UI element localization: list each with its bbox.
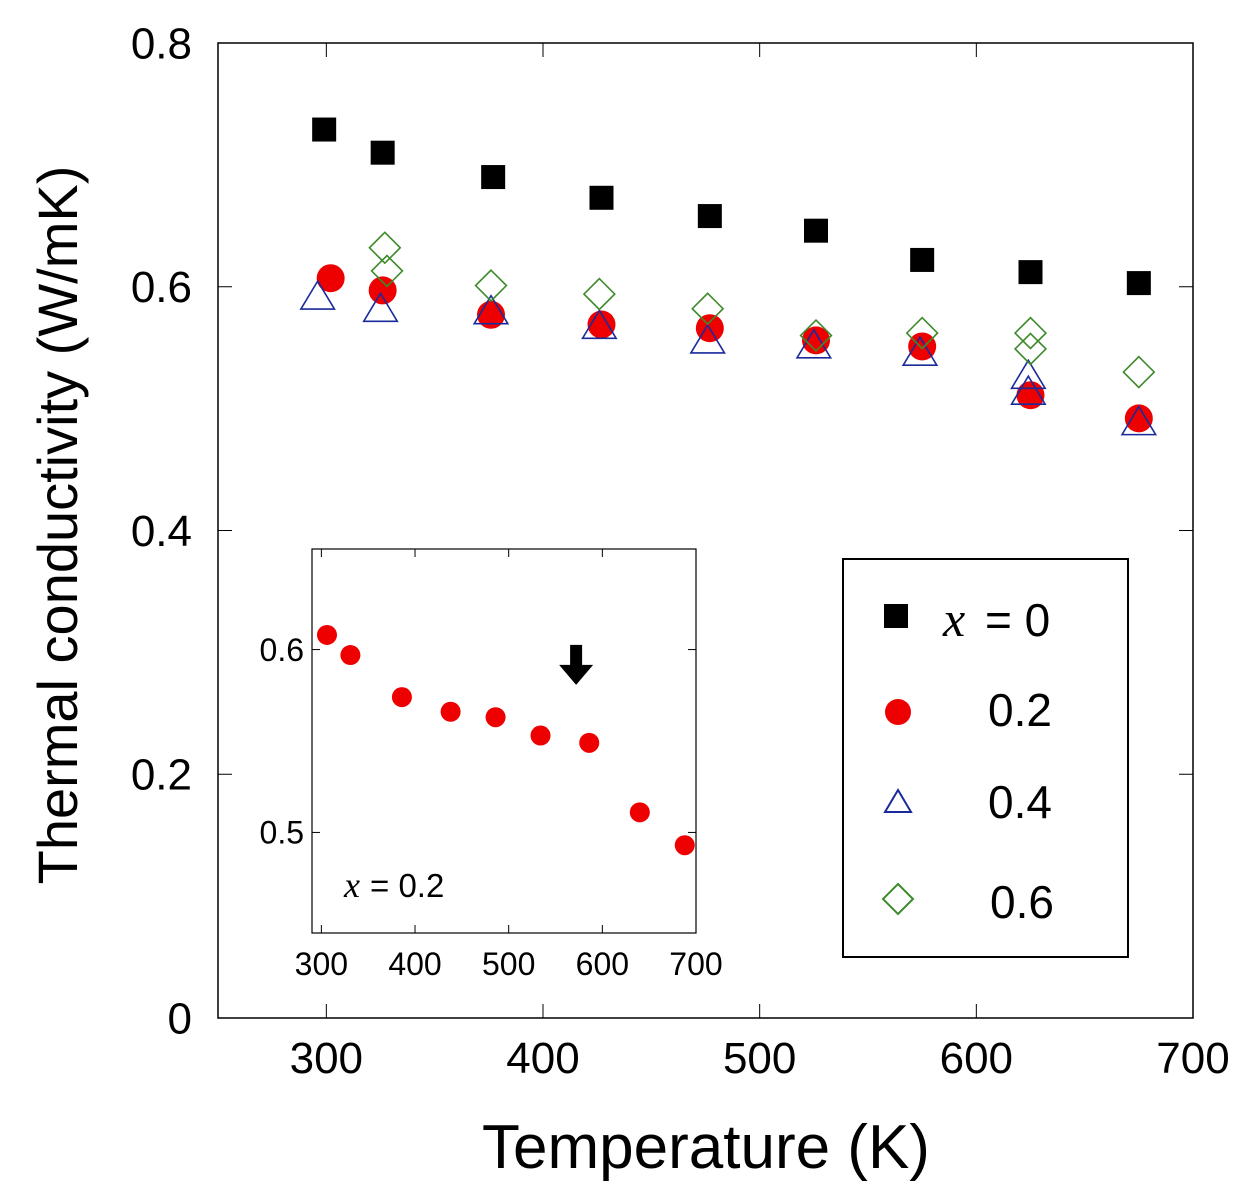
point-s3-7 [1013,316,1048,350]
y-tick-label-4: 0.8 [131,19,192,68]
inset-data-points [316,624,695,856]
point-s2-8 [1010,374,1047,405]
point-s0-8 [674,835,695,856]
main-tick-labels: 300 400 500 600 700 0 0.2 0.4 0.6 0.8 [131,19,1230,1083]
point-s3-8 [1013,332,1048,366]
inset-annotation-label: = 0.2 [370,867,444,904]
point-s0-3 [440,701,461,722]
main-ticks [218,42,1194,1019]
point-s0-0 [312,117,337,142]
y-tick-label-1: 0.2 [131,751,192,800]
x-tick-label-3: 600 [940,1034,1013,1083]
point-s0-0 [316,624,337,645]
y-tick-label-2: 0.4 [131,507,192,556]
point-s2-4 [689,323,726,354]
point-s2-7 [1010,358,1047,390]
point-s0-7 [629,802,650,823]
point-s0-1 [340,645,361,666]
point-s0-2 [391,687,412,708]
inset-plot-frame [311,548,697,934]
inset-ticks [312,549,697,933]
point-s2-2 [472,294,510,325]
point-s3-9 [1122,355,1156,389]
point-s0-6 [910,247,935,272]
legend-label-x0-variable: x [942,591,965,647]
point-s0-3 [589,185,614,210]
point-s3-1 [370,254,404,288]
point-s0-4 [485,707,506,728]
point-s1-5 [802,326,830,355]
x-tick-label-2: 500 [723,1034,796,1083]
inset-chart: 300 400 500 600 700 0.5 0.6 x = 0.2 [260,548,723,982]
point-s2-3 [581,308,618,340]
main-data-points [299,117,1158,436]
legend-label-x0: = 0 [985,594,1050,646]
point-s0-4 [697,204,722,229]
x-tick-label-0: 300 [295,946,348,982]
x-tick-label-4: 700 [1156,1034,1229,1083]
point-s3-6 [905,316,939,350]
y-tick-label-3: 0.6 [131,263,192,312]
transition-arrow-icon [559,644,594,685]
point-s3-3 [582,277,616,311]
point-s3-2 [474,268,508,303]
legend-marker-x04 [883,788,913,813]
point-s1-8 [1124,404,1153,433]
point-s2-1 [362,291,399,323]
y-tick-label-0: 0 [168,994,192,1043]
legend-label-x06: 0.6 [990,876,1054,928]
point-s0-5 [530,725,551,746]
x-tick-label-0: 300 [290,1034,363,1083]
point-s0-8 [1126,271,1151,296]
x-tick-label-2: 500 [482,946,535,982]
y-axis-title: Thermal conductivity (W/mK) [26,166,89,885]
y-tick-label-1: 0.6 [260,632,304,668]
y-tick-label-0: 0.5 [260,815,304,851]
x-tick-label-3: 600 [576,946,629,982]
legend-label-x04: 0.4 [988,776,1052,828]
point-s2-0 [299,279,336,310]
point-s3-5 [799,318,833,353]
legend-marker-x02 [885,699,911,725]
point-s1-2 [477,300,505,329]
legend-marker-x0 [884,604,908,628]
point-s1-0 [316,264,345,293]
point-s0-2 [481,165,506,190]
inset-tick-labels: 300 400 500 600 700 0.5 0.6 [260,632,723,982]
point-s0-5 [804,218,828,243]
legend: x = 0 0.2 0.4 0.6 [842,558,1129,958]
point-s3-0 [368,231,402,265]
point-s0-1 [370,140,395,165]
x-tick-label-4: 700 [669,946,722,982]
x-tick-label-1: 400 [506,1034,579,1083]
x-axis-title: Temperature (K) [482,1113,930,1182]
inset-annotation-variable: x [343,865,360,905]
point-s2-6 [901,335,939,366]
point-s0-7 [1018,260,1043,285]
point-s0-6 [579,732,600,753]
legend-label-x02: 0.2 [988,684,1052,736]
point-s3-4 [691,292,725,326]
legend-marker-x06 [881,882,915,916]
point-s2-9 [1120,405,1158,436]
x-tick-label-1: 400 [388,946,441,982]
